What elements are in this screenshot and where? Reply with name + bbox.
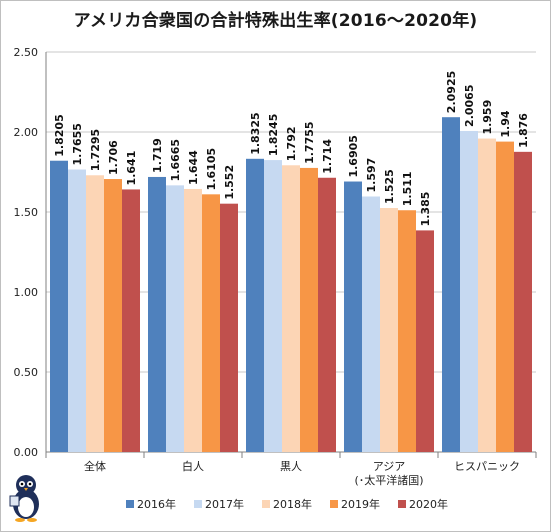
legend-swatch: [126, 500, 134, 508]
data-label: 1.7755: [303, 121, 316, 163]
category-label: (･太平洋諸国): [354, 473, 423, 487]
bar: [478, 138, 496, 452]
y-tick-label: 1.50: [14, 206, 39, 219]
bar: [416, 230, 434, 452]
bar: [202, 194, 220, 452]
data-label: 1.8325: [249, 112, 262, 154]
bar: [86, 175, 104, 452]
bar: [460, 130, 478, 452]
data-labels: 1.8205 1.7655 1.7295 1.706 1.641 1.719 1.6665 1…: [53, 71, 530, 227]
legend-swatch: [398, 500, 406, 508]
bar: [344, 181, 362, 452]
data-label: 1.792: [285, 126, 298, 161]
data-label: 1.552: [223, 165, 236, 200]
bar: [220, 203, 238, 452]
data-label: 1.7655: [71, 123, 84, 165]
penguin-mascot-icon: [9, 475, 39, 522]
data-label: 1.6665: [169, 139, 182, 181]
bar: [246, 158, 264, 453]
data-label: 1.719: [151, 138, 164, 173]
category-label: 黒人: [280, 460, 302, 473]
chart-title: アメリカ合衆国の合計特殊出生率(2016～2020年): [73, 11, 478, 31]
data-label: 1.7295: [89, 129, 102, 171]
bar: [496, 141, 514, 452]
data-label: 1.511: [401, 171, 414, 206]
bar: [514, 151, 532, 452]
y-tick-label: 2.00: [14, 126, 39, 139]
bar: [264, 160, 282, 452]
bar: [300, 167, 318, 453]
data-label: 1.597: [365, 158, 378, 193]
data-label: 1.706: [107, 140, 120, 175]
bar: [318, 177, 336, 452]
data-label: 1.6105: [205, 148, 218, 190]
y-tick-label: 0.00: [14, 446, 39, 459]
data-label: 2.0925: [445, 71, 458, 113]
data-label: 1.714: [321, 139, 334, 174]
legend-swatch: [194, 500, 202, 508]
legend-label: 2018年: [273, 497, 312, 511]
data-label: 1.641: [125, 151, 138, 186]
legend-label: 2019年: [341, 497, 380, 511]
category-label: 全体: [84, 459, 106, 473]
legend-label: 2020年: [409, 497, 448, 511]
category-label: ヒスパニック: [454, 460, 520, 473]
bar: [68, 169, 86, 452]
y-tick-label: 2.50: [14, 46, 39, 59]
bar: [380, 208, 398, 452]
bar: [104, 179, 122, 453]
y-tick-label: 0.50: [14, 366, 39, 379]
y-tick-label: 1.00: [14, 286, 39, 299]
legend-label: 2016年: [137, 497, 176, 511]
legend-swatch: [262, 500, 270, 508]
legend: 2016年 2017年 2018年 2019年 2020年: [126, 497, 448, 511]
bar: [442, 117, 460, 452]
bar: [282, 165, 300, 452]
data-label: 1.876: [517, 113, 530, 148]
category-label: アジア: [373, 460, 406, 473]
data-label: 1.94: [499, 110, 512, 137]
data-label: 1.8245: [267, 114, 280, 156]
bars: [50, 117, 532, 453]
bar: [148, 176, 166, 452]
data-label: 1.525: [383, 169, 396, 204]
data-label: 1.959: [481, 100, 494, 135]
y-axis: 0.00 0.50 1.00 1.50 2.00 2.50: [14, 46, 39, 459]
legend-label: 2017年: [205, 497, 244, 511]
data-label: 1.644: [187, 150, 200, 185]
data-label: 1.8205: [53, 114, 66, 156]
legend-swatch: [330, 500, 338, 508]
data-label: 1.6905: [347, 135, 360, 177]
bar: [362, 196, 380, 452]
x-axis: 全体 白人 黒人 アジア(･太平洋諸国) ヒスパニック: [84, 459, 520, 487]
data-label: 2.0065: [463, 85, 476, 127]
bar: [122, 189, 140, 452]
category-label: 白人: [182, 459, 204, 473]
bar: [184, 188, 202, 452]
data-label: 1.385: [419, 192, 432, 227]
bar: [166, 185, 184, 453]
bar: [398, 210, 416, 452]
bar: [50, 160, 68, 452]
